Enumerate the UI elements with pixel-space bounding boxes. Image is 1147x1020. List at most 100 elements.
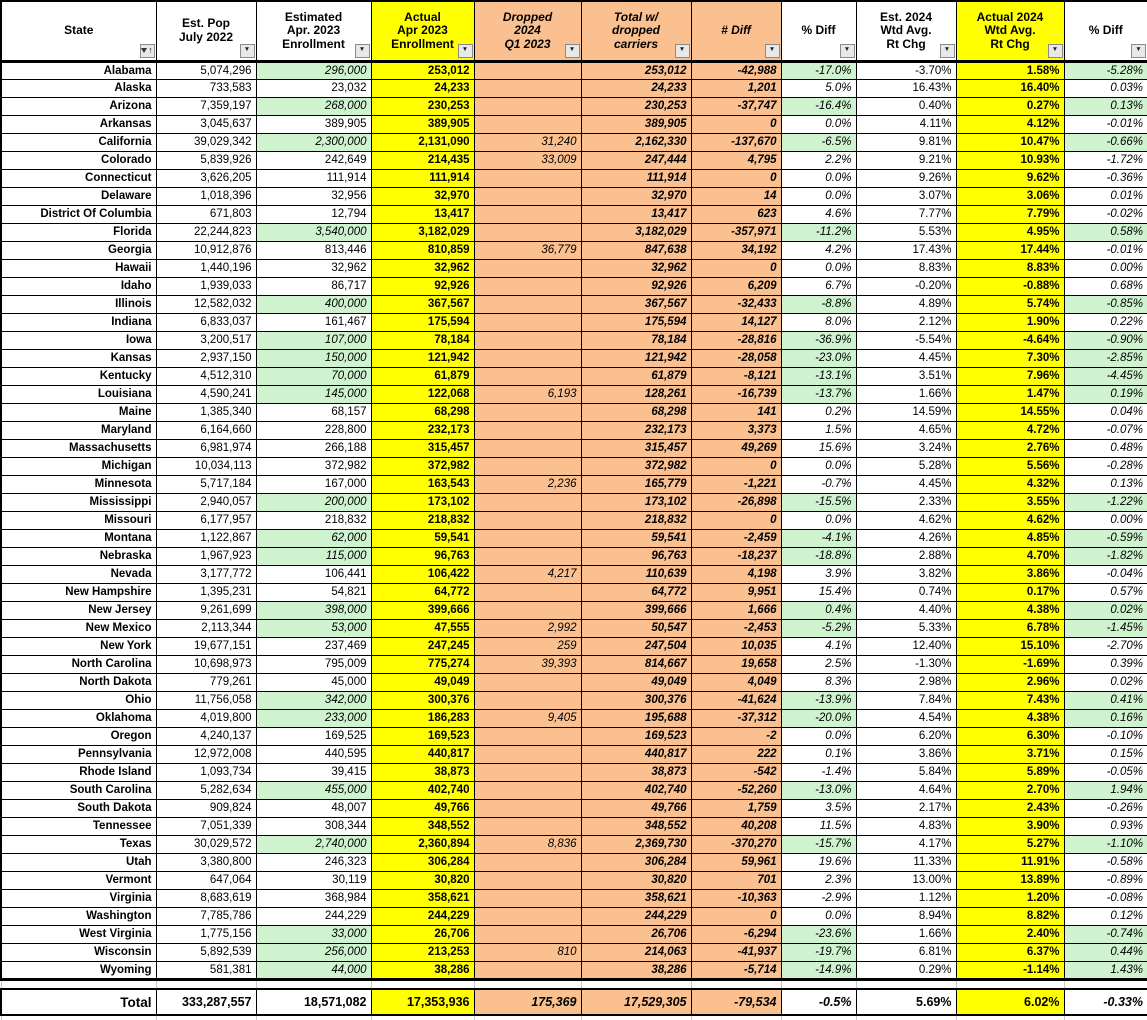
cell-pct-diff[interactable]: -15.7% <box>780 834 857 854</box>
cell-diff[interactable]: -357,971 <box>690 222 782 242</box>
cell-act24[interactable]: 14.55% <box>955 402 1065 422</box>
cell-estimated[interactable]: 32,962 <box>255 258 372 278</box>
cell-pct-diff2[interactable]: -0.04% <box>1063 564 1147 584</box>
cell-est-pop[interactable]: 3,045,637 <box>155 114 257 134</box>
cell-est24[interactable]: 4.62% <box>855 510 957 530</box>
cell-est24[interactable]: 5.33% <box>855 618 957 638</box>
cell-est-pop[interactable]: 1,018,396 <box>155 186 257 206</box>
cell-act24[interactable]: 7.30% <box>955 348 1065 368</box>
cell-pct-diff[interactable]: 11.5% <box>780 816 857 836</box>
cell-diff[interactable]: -2 <box>690 726 782 746</box>
cell-diff[interactable]: -5,714 <box>690 960 782 981</box>
cell-state[interactable]: Michigan <box>0 456 157 476</box>
cell-state[interactable]: Utah <box>0 852 157 872</box>
cell-act24[interactable]: 9.62% <box>955 168 1065 188</box>
filter-button-pct-diff-2[interactable]: ▼ <box>1131 43 1146 58</box>
cell-actual[interactable]: 32,962 <box>370 258 475 278</box>
cell-state[interactable]: Kentucky <box>0 366 157 386</box>
cell-est24[interactable]: 2.88% <box>855 546 957 566</box>
cell-diff[interactable]: -8,121 <box>690 366 782 386</box>
cell-diff[interactable]: -28,816 <box>690 330 782 350</box>
cell-dropped[interactable] <box>473 420 582 440</box>
cell-act24[interactable]: 3.71% <box>955 744 1065 764</box>
filter-button-num-diff[interactable]: ▼ <box>764 43 780 58</box>
cell-pct-diff2[interactable]: 0.41% <box>1063 690 1147 710</box>
cell-estimated[interactable]: 813,446 <box>255 240 372 260</box>
cell-actual[interactable]: 38,873 <box>370 762 475 782</box>
filter-button-state[interactable]: ↑ <box>139 43 155 58</box>
cell-act24[interactable]: 8.82% <box>955 906 1065 926</box>
cell-est-pop[interactable]: 2,940,057 <box>155 492 257 512</box>
cell-state[interactable]: North Dakota <box>0 672 157 692</box>
cell-estimated[interactable]: 266,188 <box>255 438 372 458</box>
cell-pct-diff2[interactable]: 1.43% <box>1063 960 1147 981</box>
cell-total[interactable]: 218,832 <box>580 510 692 530</box>
cell-actual[interactable]: 49,049 <box>370 672 475 692</box>
cell-actual[interactable]: 78,184 <box>370 330 475 350</box>
cell-est24[interactable]: -5.54% <box>855 330 957 350</box>
cell-diff[interactable]: 3,373 <box>690 420 782 440</box>
cell-pct-diff[interactable]: -13.9% <box>780 690 857 710</box>
cell-act24[interactable]: 16.40% <box>955 78 1065 98</box>
cell-pct-diff[interactable]: 0.0% <box>780 114 857 134</box>
cell-pct-diff[interactable]: -8.8% <box>780 294 857 314</box>
cell-pct-diff2[interactable]: 1.94% <box>1063 780 1147 800</box>
cell-estimated[interactable]: 53,000 <box>255 618 372 638</box>
cell-estimated[interactable]: 115,000 <box>255 546 372 566</box>
cell-dropped[interactable]: 2,236 <box>473 474 582 494</box>
cell-diff[interactable]: -16,739 <box>690 384 782 404</box>
cell-act24[interactable]: -0.88% <box>955 276 1065 296</box>
cell-actual[interactable]: 244,229 <box>370 906 475 926</box>
cell-dropped[interactable] <box>473 276 582 296</box>
cell-total[interactable]: 253,012 <box>580 60 692 80</box>
cell-state[interactable]: Hawaii <box>0 258 157 278</box>
cell-est-pop[interactable]: 5,892,539 <box>155 942 257 962</box>
cell-est24[interactable]: 1.12% <box>855 888 957 908</box>
cell-act24[interactable]: 3.90% <box>955 816 1065 836</box>
cell-est-pop[interactable]: 7,359,197 <box>155 96 257 116</box>
cell-actual[interactable]: 68,298 <box>370 402 475 422</box>
cell-total[interactable]: 244,229 <box>580 906 692 926</box>
cell-pct-diff[interactable]: 8.0% <box>780 312 857 332</box>
cell-total[interactable]: 111,914 <box>580 168 692 188</box>
cell-est24[interactable]: 17.43% <box>855 240 957 260</box>
cell-est-pop[interactable]: 9,261,699 <box>155 600 257 620</box>
cell-est24[interactable]: 4.83% <box>855 816 957 836</box>
cell-diff[interactable]: 0 <box>690 258 782 278</box>
cell-pct-diff2[interactable]: -4.45% <box>1063 366 1147 386</box>
cell-total[interactable]: 195,688 <box>580 708 692 728</box>
cell-dropped[interactable] <box>473 96 582 116</box>
cell-total[interactable]: 26,706 <box>580 924 692 944</box>
cell-act24[interactable]: 3.55% <box>955 492 1065 512</box>
cell-pct-diff2[interactable]: 0.19% <box>1063 384 1147 404</box>
cell-total[interactable]: 440,817 <box>580 744 692 764</box>
cell-estimated[interactable]: 70,000 <box>255 366 372 386</box>
cell-state[interactable]: New Mexico <box>0 618 157 638</box>
cell-diff[interactable]: 1,201 <box>690 78 782 98</box>
cell-est24[interactable]: 2.33% <box>855 492 957 512</box>
cell-pct-diff[interactable]: -23.0% <box>780 348 857 368</box>
col-header-dropped[interactable]: Dropped 2024 Q1 2023 ▼ <box>473 0 582 63</box>
cell-pct-diff2[interactable]: -2.70% <box>1063 636 1147 656</box>
cell-pct-diff[interactable]: 2.3% <box>780 870 857 890</box>
cell-estimated[interactable]: 400,000 <box>255 294 372 314</box>
cell-pct-diff2[interactable]: 0.39% <box>1063 654 1147 674</box>
cell-actual[interactable]: 61,879 <box>370 366 475 386</box>
cell-dropped[interactable] <box>473 402 582 422</box>
cell-diff[interactable]: 34,192 <box>690 240 782 260</box>
cell-total[interactable]: 165,779 <box>580 474 692 494</box>
cell-diff[interactable]: 1,666 <box>690 600 782 620</box>
cell-diff[interactable]: -42,988 <box>690 60 782 80</box>
cell-actual[interactable]: 121,942 <box>370 348 475 368</box>
cell-actual[interactable]: 214,435 <box>370 150 475 170</box>
cell-dropped[interactable] <box>473 870 582 890</box>
cell-state[interactable]: Minnesota <box>0 474 157 494</box>
cell-est-pop[interactable]: 8,683,619 <box>155 888 257 908</box>
cell-act24[interactable]: 7.43% <box>955 690 1065 710</box>
cell-pct-diff2[interactable]: 0.03% <box>1063 78 1147 98</box>
cell-total[interactable]: 3,182,029 <box>580 222 692 242</box>
cell-state[interactable]: Ohio <box>0 690 157 710</box>
cell-pct-diff[interactable]: -11.2% <box>780 222 857 242</box>
cell-pct-diff2[interactable]: 0.22% <box>1063 312 1147 332</box>
cell-pct-diff2[interactable]: -0.01% <box>1063 114 1147 134</box>
